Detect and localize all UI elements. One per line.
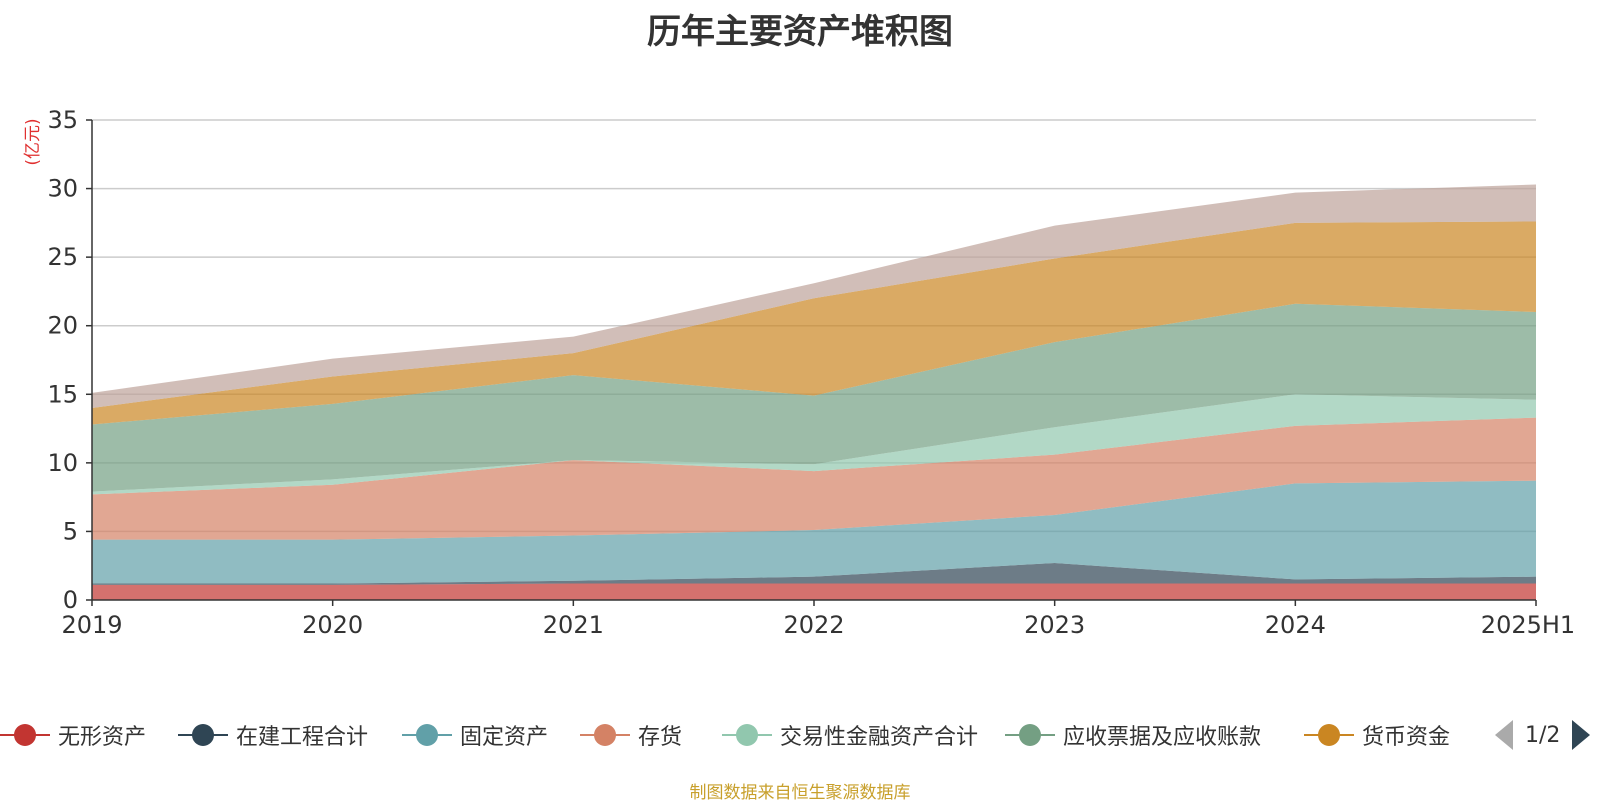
chart-title: 历年主要资产堆积图 xyxy=(647,12,953,52)
legend-label: 货币资金 xyxy=(1362,725,1451,750)
area-series-7[interactable] xyxy=(92,221,1536,425)
y-tick-label: 35 xyxy=(47,106,78,134)
legend: 无形资产 在建工程合计 固定资产 存货 交易性金融资产合计 应收票据及应收账款 货币资金 xyxy=(0,715,1600,755)
triangle-left-icon[interactable] xyxy=(1495,720,1513,750)
circle-marker-icon xyxy=(1005,715,1055,755)
legend-item[interactable]: 交易性金融资产合计 xyxy=(722,715,978,755)
x-tick-label: 2021 xyxy=(543,611,604,639)
area-series-3[interactable] xyxy=(92,480,1536,584)
x-tick-label: 2019 xyxy=(61,611,122,639)
legend-label: 固定资产 xyxy=(460,725,549,750)
legend-page-indicator: 1/2 xyxy=(1525,722,1561,748)
legend-pager: 1/2 xyxy=(1495,715,1591,755)
circle-marker-icon xyxy=(402,715,452,755)
legend-item[interactable]: 在建工程合计 xyxy=(178,715,368,755)
y-tick-label: 25 xyxy=(47,243,78,271)
legend-item[interactable]: 存货 xyxy=(580,715,682,755)
legend-item[interactable]: 应收票据及应收账款 xyxy=(1005,715,1261,755)
legend-label: 在建工程合计 xyxy=(236,725,369,750)
axes: 0 5 10 15 20 25 30 35 2019 2020 2021 2022 2023 2024 20… xyxy=(47,106,1575,639)
triangle-right-icon[interactable] xyxy=(1572,720,1591,750)
legend-label: 无形资产 xyxy=(58,725,147,750)
x-tick-label: 2020 xyxy=(302,611,363,639)
y-tick-label: 0 xyxy=(63,586,78,614)
x-tick-label: 2023 xyxy=(1024,611,1085,639)
circle-marker-icon xyxy=(1304,715,1354,755)
legend-label: 应收票据及应收账款 xyxy=(1063,725,1262,750)
area-series-1[interactable] xyxy=(92,583,1536,600)
area-series-4[interactable] xyxy=(92,417,1536,540)
x-tick-label: 2025H1 xyxy=(1481,611,1575,639)
area-series-8[interactable] xyxy=(92,184,1536,408)
y-tick-label: 20 xyxy=(47,312,78,340)
legend-label: 存货 xyxy=(638,725,683,750)
y-axis-unit-label: (亿元) xyxy=(23,118,43,165)
legend-label: 交易性金融资产合计 xyxy=(780,725,979,750)
circle-marker-icon xyxy=(178,715,228,755)
y-tick-label: 5 xyxy=(63,517,78,545)
legend-item[interactable]: 固定资产 xyxy=(402,715,548,755)
area-series-6[interactable] xyxy=(92,303,1536,492)
circle-marker-icon xyxy=(0,715,50,755)
circle-marker-icon xyxy=(722,715,772,755)
x-tick-label: 2022 xyxy=(783,611,844,639)
y-tick-label: 10 xyxy=(47,449,78,477)
area-series-2[interactable] xyxy=(92,562,1536,585)
stacked-areas xyxy=(92,184,1536,600)
y-tick-label: 30 xyxy=(47,175,78,203)
data-source-note: 制图数据来自恒生聚源数据库 xyxy=(689,783,911,803)
legend-item[interactable]: 无形资产 xyxy=(0,715,146,755)
circle-marker-icon xyxy=(580,715,630,755)
legend-item[interactable]: 货币资金 xyxy=(1304,715,1450,755)
x-tick-label: 2024 xyxy=(1265,611,1326,639)
area-series-5[interactable] xyxy=(92,394,1536,495)
y-tick-label: 15 xyxy=(47,380,78,408)
